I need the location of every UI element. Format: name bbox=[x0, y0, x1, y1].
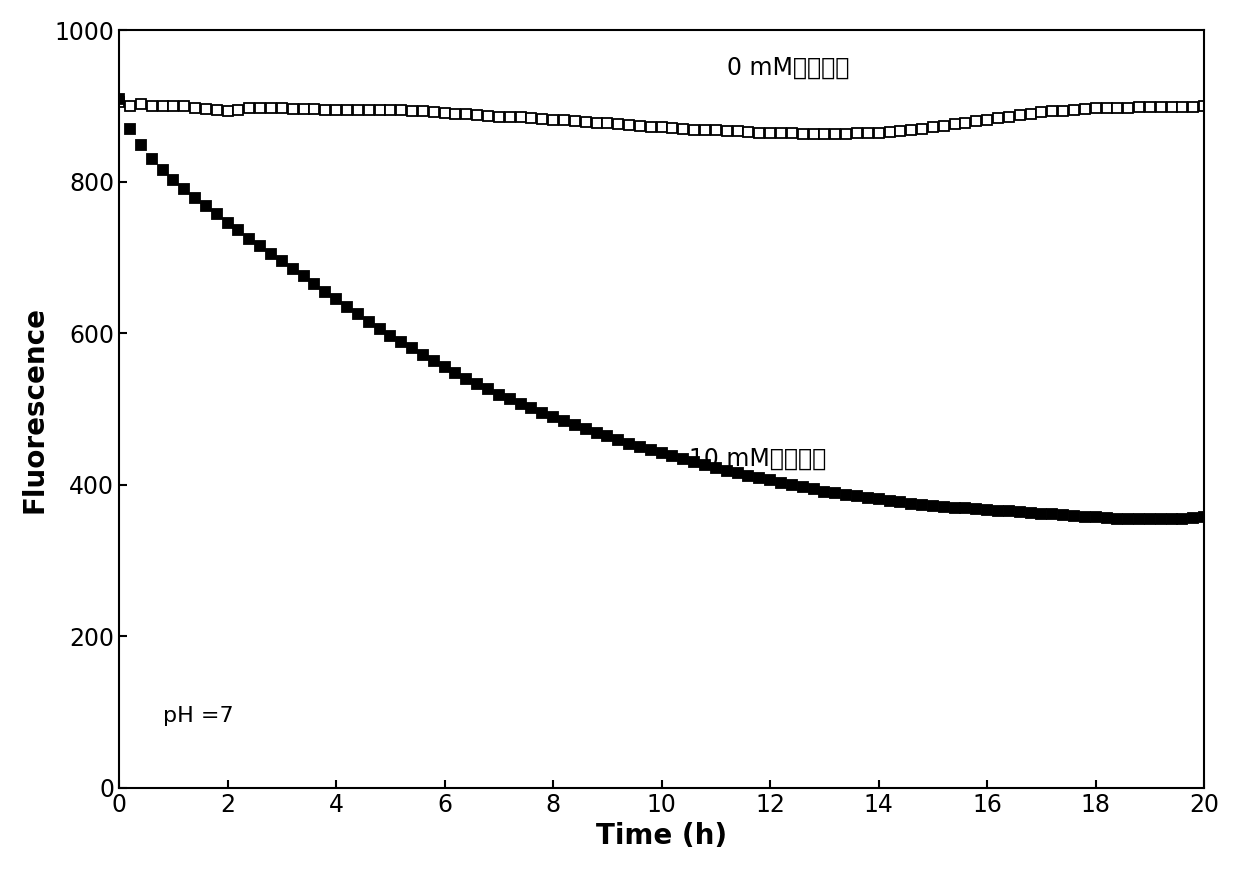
Text: pH =7: pH =7 bbox=[162, 706, 233, 726]
Y-axis label: Fluorescence: Fluorescence bbox=[21, 306, 48, 512]
X-axis label: Time (h): Time (h) bbox=[596, 822, 727, 850]
Text: 10 mM谷胱甸肽: 10 mM谷胱甸肽 bbox=[688, 446, 826, 470]
Text: 0 mM谷胱甸肽: 0 mM谷胱甸肽 bbox=[727, 57, 849, 80]
